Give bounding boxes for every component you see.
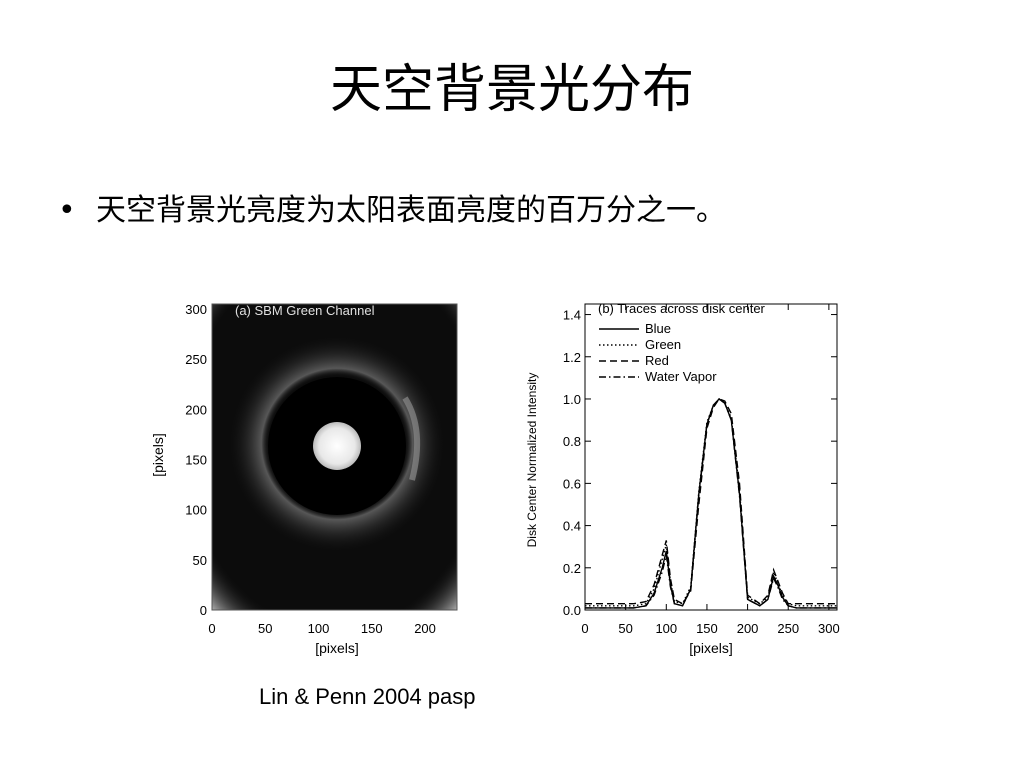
- panel-a-x-tick-label: 150: [361, 621, 383, 636]
- panel-b-x-tick-label: 200: [737, 621, 759, 636]
- panel-a-y-tick-label: 0: [200, 603, 207, 618]
- panel-b-y-tick-label: 0.0: [563, 603, 581, 618]
- panel-a-frame: [211, 303, 458, 611]
- legend-label: Red: [645, 353, 669, 368]
- panel-b-x-tick-label: 100: [655, 621, 677, 636]
- legend-label: Water Vapor: [645, 369, 717, 384]
- panel-b-frame: [584, 303, 838, 611]
- bullet-text: 天空背景光亮度为太阳表面亮度的百万分之一。: [96, 193, 726, 228]
- panel-b-xlabel: [pixels]: [689, 640, 733, 656]
- figure: (a) SBM Green Channel 0 50 100 150 200 250 300…: [150, 280, 850, 674]
- panel-a-x-tick-label: 200: [414, 621, 436, 636]
- panel-b-x-tick-label: 50: [618, 621, 632, 636]
- panel-b-y-tick-label: 1.0: [563, 392, 581, 407]
- panel-a-y-tick-label: 150: [185, 453, 207, 468]
- panel-a-title: (a) SBM Green Channel: [235, 303, 375, 318]
- panel-b-y-tick-label: 0.4: [563, 519, 581, 534]
- panel-a-x-tick-label: 0: [208, 621, 215, 636]
- panel-b-y-tick-label: 0.2: [563, 561, 581, 576]
- panel-b-x-tick-label: 0: [581, 621, 588, 636]
- panel-b: 0.0 0.2 0.4 0.6 0.8 1.0 1.2 1.4 0 50 100 150 200 250…: [525, 301, 840, 656]
- panel-a-y-tick-label: 300: [185, 302, 207, 317]
- panel-a-ylabel: [pixels]: [150, 433, 166, 477]
- sun-disk: [313, 422, 361, 470]
- panel-b-x-tick-label: 150: [696, 621, 718, 636]
- panel-a-y-tick-label: 200: [185, 402, 207, 417]
- bullet-item: • 天空背景光亮度为太阳表面亮度的百万分之一。: [58, 190, 726, 232]
- series-line-water-vapor: [585, 398, 837, 609]
- panel-a-x-tick-label: 100: [308, 621, 330, 636]
- series-line-red: [585, 398, 837, 605]
- sky-scatter-arc: [402, 396, 421, 481]
- slide-title: 天空背景光分布: [329, 60, 694, 120]
- panel-a-xlabel: [pixels]: [315, 640, 359, 656]
- panel-b-y-tick-label: 1.2: [563, 350, 581, 365]
- panel-b-x-tick-label: 300: [818, 621, 840, 636]
- panel-b-y-tick-label: 1.4: [563, 308, 581, 323]
- panel-a-x-tick-label: 50: [258, 621, 272, 636]
- bullet-dot: •: [58, 193, 76, 228]
- panel-b-title: (b) Traces across disk center: [598, 301, 766, 316]
- legend-label: Blue: [645, 321, 671, 336]
- panel-a-y-tick-label: 50: [193, 553, 207, 568]
- panel-a: (a) SBM Green Channel 0 50 100 150 200 250 300…: [150, 302, 458, 656]
- panel-b-y-tick-label: 0.6: [563, 476, 581, 491]
- figure-caption: Lin & Penn 2004 pasp: [259, 684, 476, 709]
- panel-b-y-tick-label: 0.8: [563, 434, 581, 449]
- figure-svg: (a) SBM Green Channel 0 50 100 150 200 250 300…: [150, 301, 840, 656]
- panel-b-ylabel: Disk Center Normalized Intensity: [525, 373, 539, 548]
- legend-label: Green: [645, 337, 681, 352]
- panel-b-x-tick-label: 250: [777, 621, 799, 636]
- panel-a-y-tick-label: 100: [185, 503, 207, 518]
- panel-a-y-tick-label: 250: [185, 352, 207, 367]
